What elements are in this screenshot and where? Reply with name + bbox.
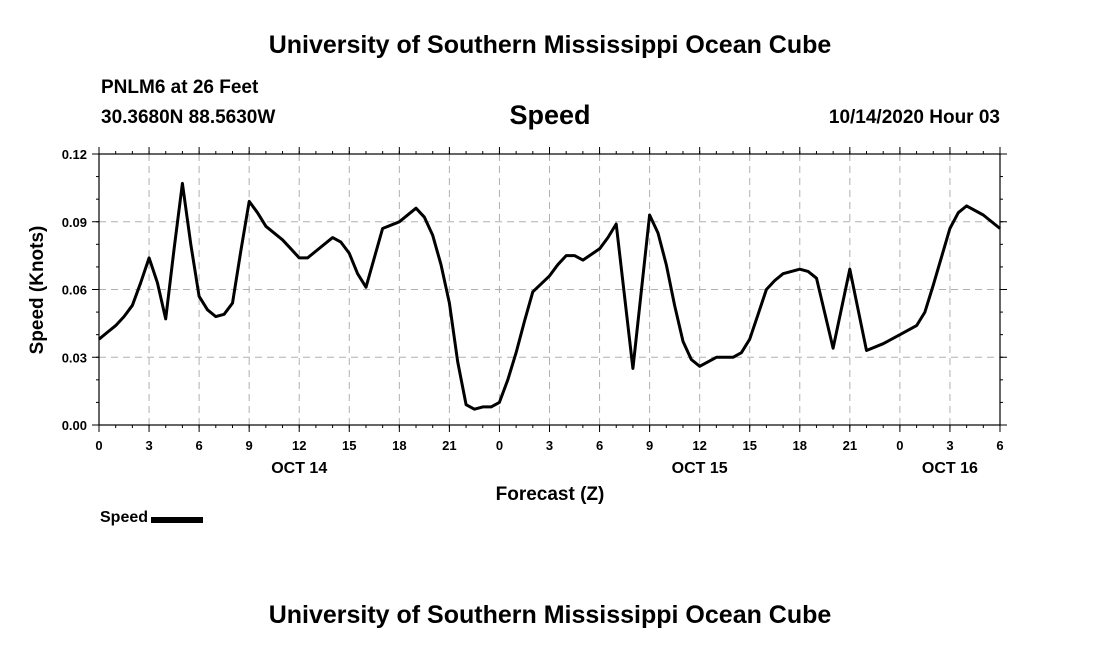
x-tick-label: 3	[946, 438, 953, 453]
y-axis-label: Speed (Knots)	[27, 226, 48, 355]
chart-title-bottom: University of Southern Mississippi Ocean…	[268, 601, 832, 629]
x-tick-label: 6	[996, 438, 1003, 453]
x-tick-label: 0	[896, 438, 903, 453]
x-tick-label: 12	[292, 438, 306, 453]
x-tick-label: 18	[793, 438, 807, 453]
ticks	[92, 147, 1007, 432]
date-label: OCT 15	[672, 460, 728, 477]
parameter-title: Speed	[509, 100, 591, 130]
x-tick-label: 21	[442, 438, 456, 453]
x-axis-label: Forecast (Z)	[496, 484, 605, 505]
legend: Speed	[100, 509, 204, 526]
y-tick-label: 0.03	[62, 350, 87, 365]
speed-series-line	[98, 181, 1001, 411]
x-tick-label: 6	[195, 438, 202, 453]
x-tick-label: 3	[546, 438, 553, 453]
x-tick-label: 3	[145, 438, 152, 453]
station-label: PNLM6 at 26 Feet	[101, 77, 259, 98]
x-tick-label: 9	[646, 438, 653, 453]
x-tick-label: 9	[246, 438, 253, 453]
x-tick-label: 0	[95, 438, 102, 453]
legend-swatch	[151, 516, 204, 523]
chart-title-top: University of Southern Mississippi Ocean…	[268, 31, 832, 59]
x-tick-label: 18	[392, 438, 406, 453]
x-tick-label: 12	[692, 438, 706, 453]
x-tick-label: 21	[843, 438, 857, 453]
date-label: OCT 14	[271, 460, 327, 477]
tick-labels: 0.00 0.03 0.06 0.09 0.12 0 3 6 9 12 15 18 21 0 3 6 9 12 15…	[62, 147, 1004, 477]
y-tick-label: 0.06	[62, 283, 87, 298]
x-tick-label: 6	[596, 438, 603, 453]
y-tick-label: 0.09	[62, 215, 87, 230]
coordinates-label: 30.3680N 88.5630W	[101, 107, 276, 128]
x-tick-label: 15	[342, 438, 356, 453]
y-tick-label: 0.12	[62, 147, 87, 162]
forecast-datetime: 10/14/2020 Hour 03	[828, 107, 1000, 128]
x-tick-label: 0	[496, 438, 503, 453]
x-tick-label: 15	[742, 438, 756, 453]
date-label: OCT 16	[922, 460, 978, 477]
y-tick-label: 0.00	[62, 418, 87, 433]
legend-label: Speed	[100, 509, 149, 526]
grid-lines	[99, 154, 1000, 425]
